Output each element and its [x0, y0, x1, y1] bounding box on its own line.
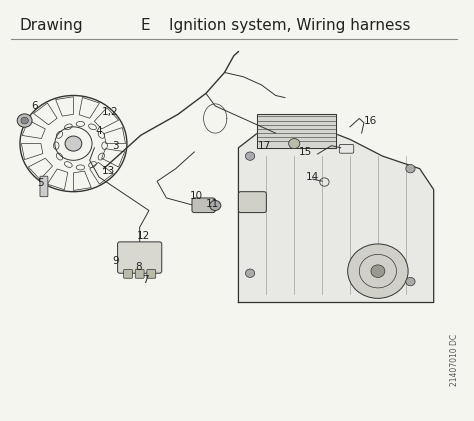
- FancyBboxPatch shape: [118, 242, 162, 273]
- FancyBboxPatch shape: [124, 269, 132, 278]
- Text: 17: 17: [257, 141, 271, 151]
- FancyBboxPatch shape: [238, 192, 266, 213]
- Text: 8: 8: [135, 262, 142, 272]
- Text: 21407010 DC: 21407010 DC: [450, 334, 459, 386]
- Text: 13: 13: [102, 166, 115, 176]
- Text: 1,2: 1,2: [102, 107, 119, 117]
- Text: Drawing: Drawing: [20, 18, 83, 33]
- Text: 15: 15: [299, 147, 312, 157]
- Circle shape: [17, 114, 32, 127]
- Text: 3: 3: [112, 141, 118, 151]
- Circle shape: [65, 136, 82, 151]
- Polygon shape: [257, 115, 336, 148]
- Text: Ignition system, Wiring harness: Ignition system, Wiring harness: [169, 18, 410, 33]
- Circle shape: [289, 139, 300, 149]
- Circle shape: [406, 165, 415, 173]
- Circle shape: [246, 152, 255, 160]
- Circle shape: [210, 200, 221, 210]
- FancyBboxPatch shape: [135, 269, 144, 278]
- Text: 6: 6: [32, 101, 38, 111]
- Text: 10: 10: [190, 191, 203, 201]
- Text: 5: 5: [37, 179, 44, 188]
- Text: 14: 14: [306, 172, 319, 182]
- Circle shape: [348, 244, 408, 298]
- Text: 9: 9: [112, 256, 118, 266]
- Polygon shape: [238, 123, 434, 303]
- Circle shape: [406, 277, 415, 286]
- Circle shape: [246, 269, 255, 277]
- FancyBboxPatch shape: [40, 176, 48, 197]
- FancyBboxPatch shape: [147, 269, 156, 278]
- Text: E: E: [141, 18, 150, 33]
- Circle shape: [21, 117, 28, 124]
- Text: 7: 7: [142, 274, 149, 285]
- Text: 4: 4: [96, 126, 102, 136]
- Text: 11: 11: [206, 199, 219, 209]
- Text: 12: 12: [137, 231, 150, 240]
- Circle shape: [371, 265, 385, 277]
- FancyBboxPatch shape: [192, 198, 215, 213]
- Text: 16: 16: [365, 116, 378, 125]
